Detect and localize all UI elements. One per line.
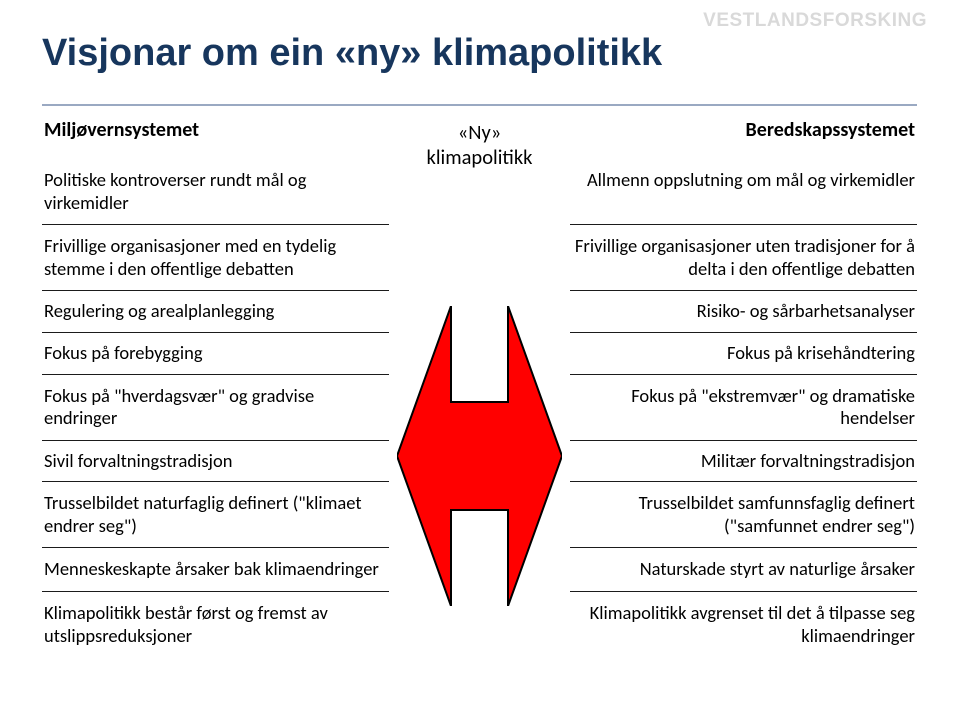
center-label-line1: «Ny» [458, 119, 502, 145]
left-row-2: Frivillige organisasjoner med en tydelig… [42, 224, 389, 290]
double-arrow-shape [397, 306, 562, 606]
page-title: Visjonar om ein «ny» klimapolitikk [42, 32, 917, 75]
double-arrow-icon [397, 306, 562, 606]
right-row-7: Trusselbildet samfunnsfaglig definert ("… [570, 481, 917, 547]
left-row-3: Regulering og arealplanlegging [42, 290, 389, 332]
left-row-4: Fokus på forebygging [42, 332, 389, 374]
center-label-line2: klimapolitikk [427, 144, 533, 170]
title-underline [42, 104, 917, 106]
right-row-9: Klimapolitikk avgrenset til det å tilpas… [570, 591, 917, 657]
left-header: Miljøvernsystemet [42, 118, 389, 152]
comparison-grid: Miljøvernsystemet «Ny» klimapolitikk Ber… [42, 118, 917, 710]
left-row-6: Sivil forvaltningstradisjon [42, 440, 389, 482]
left-row-7: Trusselbildet naturfaglig definert ("kli… [42, 481, 389, 547]
left-row-1: Politiske kontroverser rundt mål og virk… [42, 169, 389, 224]
right-row-8: Naturskade styrt av naturlige årsaker [570, 547, 917, 591]
left-row-5: Fokus på "hverdagsvær" og gradvise endri… [42, 374, 389, 440]
right-header: Beredskapssystemet [570, 118, 917, 152]
right-row-5: Fokus på "ekstremvær" og dramatiske hend… [570, 374, 917, 440]
right-row-6: Militær forvaltningstradisjon [570, 440, 917, 482]
right-row-1: Allmenn oppslutning om mål og virkemidle… [570, 169, 917, 202]
left-row-8: Menneskeskapte årsaker bak klimaendringe… [42, 547, 389, 591]
center-label: «Ny» klimapolitikk [427, 118, 533, 169]
brand-watermark: VESTLANDSFORSKING [703, 10, 927, 32]
right-row-4: Fokus på krisehåndtering [570, 332, 917, 374]
right-row-2: Frivillige organisasjoner uten tradisjon… [570, 224, 917, 290]
left-row-9: Klimapolitikk består først og fremst av … [42, 591, 389, 657]
right-row-3: Risiko- og sårbarhetsanalyser [570, 290, 917, 332]
